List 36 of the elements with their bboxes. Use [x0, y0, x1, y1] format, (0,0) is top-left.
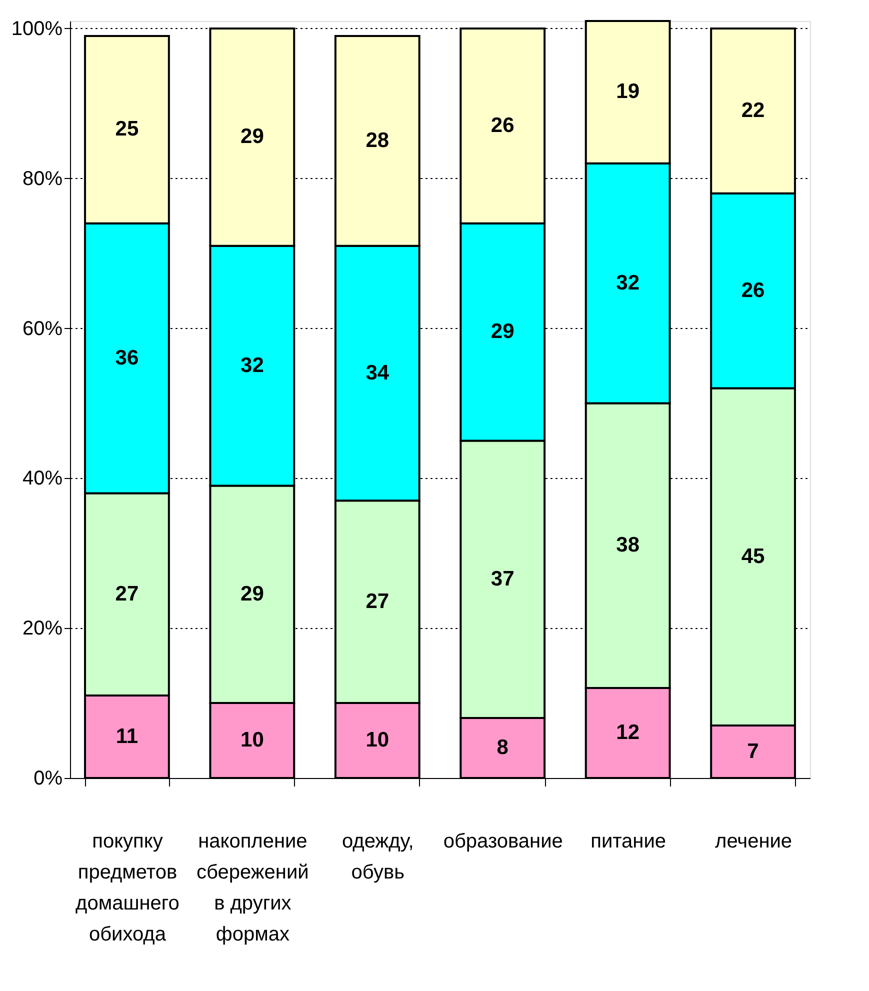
- data-label: 45: [741, 544, 766, 568]
- data-label: 37: [490, 567, 514, 590]
- data-label: 38: [616, 534, 640, 557]
- data-label: 29: [240, 582, 264, 606]
- data-label: 10: [366, 728, 390, 752]
- y-tick-label: 60%: [22, 318, 63, 340]
- data-label: 32: [616, 271, 640, 294]
- x-tick-label: накопление сбережений в других формах: [196, 830, 309, 946]
- data-label: 29: [490, 320, 514, 344]
- x-tick-label: питание: [590, 830, 666, 852]
- y-tick-label: 0%: [34, 768, 63, 790]
- data-label: 10: [240, 728, 264, 752]
- data-label: 7: [747, 740, 759, 763]
- data-label: 29: [240, 125, 264, 148]
- x-tick-label: лечение: [715, 830, 792, 852]
- data-label: 28: [366, 128, 390, 152]
- y-tick-label: 100%: [11, 18, 63, 40]
- data-label: 27: [115, 582, 139, 606]
- x-tick-label: образование: [443, 830, 563, 852]
- data-label: 27: [366, 590, 390, 613]
- data-label: 8: [496, 736, 509, 760]
- y-tick-label: 80%: [22, 168, 63, 190]
- y-tick-label: 40%: [22, 468, 63, 490]
- y-tick-label: 20%: [22, 618, 63, 640]
- data-label: 22: [741, 98, 765, 122]
- x-tick-label: одежду, обувь: [342, 830, 414, 884]
- data-label: 25: [115, 118, 139, 141]
- data-label: 11: [116, 724, 138, 748]
- data-label: 19: [616, 80, 640, 104]
- data-label: 12: [616, 721, 640, 744]
- data-label: 36: [115, 346, 139, 370]
- data-label: 26: [741, 278, 765, 302]
- data-label: 34: [366, 361, 390, 384]
- x-tick-label: покупку предметов домашнего обихода: [76, 830, 180, 946]
- data-label: 32: [240, 354, 264, 377]
- data-label: 26: [490, 114, 514, 137]
